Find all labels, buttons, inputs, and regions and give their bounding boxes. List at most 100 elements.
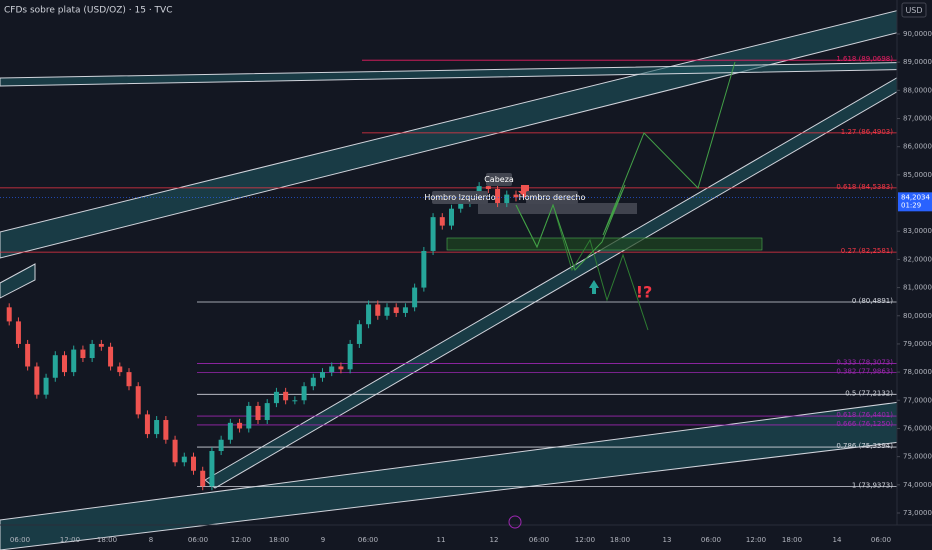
candle: [98, 343, 104, 347]
y-tick-label: 88,0000: [903, 86, 932, 94]
candle: [421, 250, 427, 288]
x-tick-label: 11: [437, 536, 446, 544]
candle: [375, 304, 381, 316]
x-tick-label: 18:00: [97, 536, 117, 544]
price-tag-value: 84,2034: [901, 193, 930, 201]
level-label: 0.786 (75,3394): [836, 442, 893, 450]
x-tick-label: 8: [149, 536, 153, 544]
x-tick-label: 06:00: [871, 536, 891, 544]
shoulder-zone: [478, 203, 637, 214]
candle: [80, 349, 86, 359]
candle: [283, 391, 289, 401]
candle: [181, 456, 187, 463]
y-tick-label: 89,0000: [903, 58, 932, 66]
x-ticks: 06:00 12:00 18:00 8 06:00 12:00 18:00 9 06:00 11 1…: [10, 536, 891, 544]
candle: [485, 186, 491, 189]
y-tick-label: 86,0000: [903, 143, 932, 151]
candle: [144, 414, 150, 435]
y-tick-label: 79,0000: [903, 340, 932, 348]
candle: [513, 194, 519, 198]
candle: [200, 470, 206, 487]
x-tick-label: 06:00: [529, 536, 549, 544]
candle: [356, 324, 362, 344]
candle: [273, 391, 279, 404]
y-tick-label: 81,0000: [903, 284, 932, 292]
candle: [310, 377, 316, 387]
annotation: Cabeza: [484, 175, 514, 184]
candle: [449, 208, 454, 226]
x-tick-label: 18:00: [610, 536, 630, 544]
candle: [172, 439, 178, 463]
level-label: 0.618 (84,5383): [836, 183, 893, 191]
level-label: 0.666 (76,1250): [836, 420, 893, 428]
bull-projection: [515, 61, 736, 271]
candle: [15, 321, 21, 344]
x-tick-label: 06:00: [188, 536, 208, 544]
y-tick-label: 85,0000: [903, 171, 932, 179]
candle: [34, 366, 40, 395]
price-axis: [897, 0, 932, 550]
level-label: 0 (80,4891): [852, 297, 893, 305]
level-label: 1.27 (86,4903): [841, 128, 893, 136]
candle: [117, 366, 123, 373]
candle: [439, 217, 445, 226]
candle: [209, 451, 215, 487]
candle: [301, 386, 307, 401]
candle: [25, 343, 31, 367]
x-tick-label: 06:00: [701, 536, 721, 544]
candle: [384, 307, 390, 316]
candle: [89, 343, 95, 359]
candle: [458, 203, 464, 209]
x-tick-label: 18:00: [782, 536, 802, 544]
candle: [402, 307, 408, 313]
level-label: 0.618 (76,4401): [836, 411, 893, 419]
projections: [515, 61, 736, 331]
y-tick-label: 80,0000: [903, 312, 932, 320]
level-label: 0.5 (77,2132): [845, 389, 893, 397]
candle: [52, 355, 58, 378]
price-tag: [898, 192, 932, 212]
candle: [329, 366, 335, 373]
candle: [6, 307, 12, 322]
y-tick-label: 87,0000: [903, 115, 932, 123]
x-tick-label: 06:00: [358, 536, 378, 544]
candle: [347, 343, 353, 370]
price-tag-countdown: 01:29: [901, 201, 921, 209]
y-tick-label: 82,0000: [903, 255, 932, 263]
y-tick-label: 74,0000: [903, 481, 932, 489]
candle: [135, 386, 141, 415]
x-tick-label: 12:00: [231, 536, 251, 544]
candle: [126, 372, 132, 387]
small-channel: [0, 263, 36, 299]
candle: [163, 420, 169, 440]
y-ticks: 90,0000 89,0000 88,0000 87,0000 86,0000 85,00…: [897, 30, 932, 517]
y-tick-label: 73,0000: [903, 509, 932, 517]
candle: [227, 422, 233, 440]
y-tick-label: 78,0000: [903, 368, 932, 376]
y-tick-label: 90,0000: [903, 30, 932, 38]
y-tick-label: 83,0000: [903, 227, 932, 235]
flat-channel: [0, 61, 932, 87]
support-zone: [446, 237, 763, 251]
x-tick-label: 18:00: [269, 536, 289, 544]
candle: [191, 456, 196, 471]
candle: [255, 405, 261, 421]
candle: [430, 217, 436, 251]
event-icon[interactable]: [508, 515, 522, 529]
candle: [237, 422, 243, 429]
y-tick-label: 75,0000: [903, 453, 932, 461]
y-tick-label: 77,0000: [903, 396, 932, 404]
candle: [218, 439, 224, 452]
candle: [108, 346, 114, 367]
candle: [393, 307, 399, 313]
candle: [412, 287, 418, 308]
x-tick-label: 9: [321, 536, 325, 544]
candle: [504, 194, 510, 204]
level-label: 1 (73,9373): [852, 482, 893, 490]
candle: [320, 372, 325, 378]
candle: [264, 403, 270, 421]
